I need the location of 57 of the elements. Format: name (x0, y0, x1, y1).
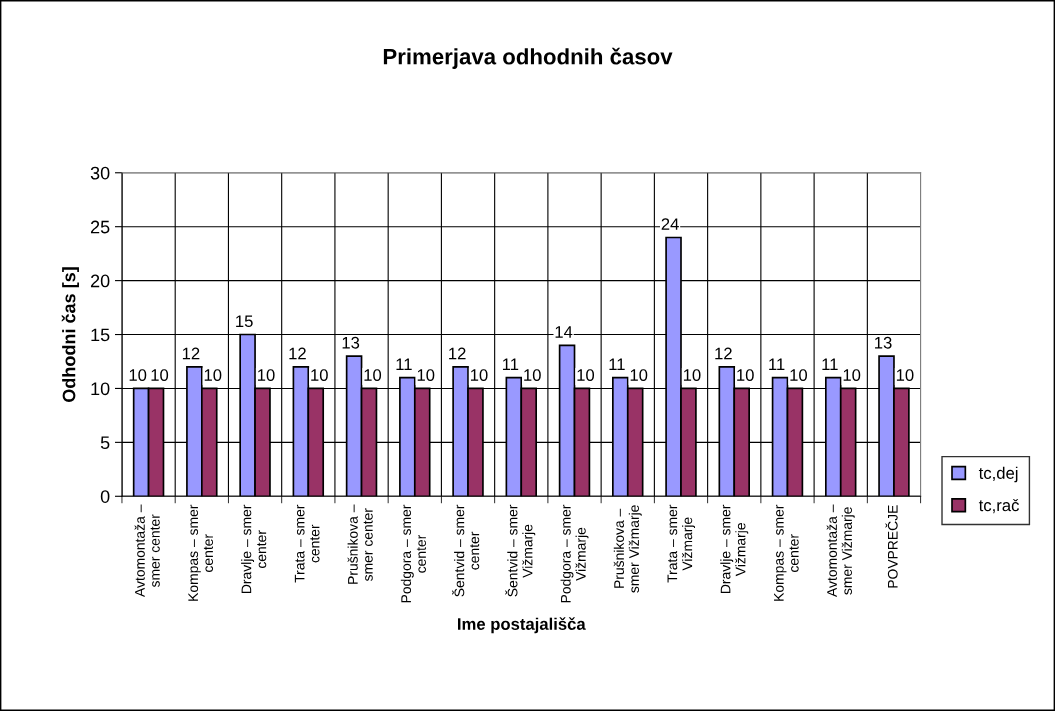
data-label: 13 (875, 336, 892, 349)
data-label: 10 (364, 369, 382, 381)
x-tick-label: POVPREČJE (885, 505, 898, 588)
data-label: 15 (236, 315, 253, 328)
x-tick-label: Trata – smer center (294, 504, 320, 583)
y-tick-label: 15 (91, 328, 110, 342)
data-label: 11 (769, 358, 785, 371)
y-tick-label: 0 (100, 490, 110, 503)
y-tick-label: 20 (90, 274, 110, 288)
data-label: 10 (896, 369, 914, 381)
data-label: 10 (417, 369, 435, 381)
data-label: 11 (396, 358, 412, 371)
x-tick-label: Avtomontaža – smer center (134, 504, 160, 597)
data-label: 14 (555, 326, 573, 338)
y-axis-title: Odhodni čas [s] (61, 267, 79, 402)
data-label: 11 (822, 358, 838, 371)
y-tick-label: 30 (90, 166, 110, 180)
x-tick-label: Podgora – smer Vižmarje (560, 504, 589, 603)
data-label: 10 (311, 369, 328, 381)
data-label: 10 (843, 369, 861, 381)
x-tick-label: Šentvid – smer Vižmarje (505, 504, 536, 597)
data-label: 10 (204, 369, 222, 381)
data-label: 12 (182, 347, 200, 360)
data-label: 24 (661, 218, 679, 230)
data-label: 12 (289, 347, 306, 360)
y-tick-label: 5 (100, 436, 110, 450)
x-tick-label: Avtomontaža – smer Vižmarje (826, 504, 855, 597)
data-label: 10 (630, 369, 648, 381)
data-label: 10 (151, 369, 169, 381)
data-label: 13 (342, 336, 360, 349)
x-tick-label: Kompas – smer center (774, 504, 799, 601)
x-tick-label: Trata – smer Vižmarje (667, 504, 695, 583)
y-tick-label: 10 (91, 382, 110, 396)
x-tick-label: Dravlje – smer center (241, 504, 267, 593)
y-tick-label: 25 (90, 220, 110, 234)
data-label: 10 (790, 369, 808, 381)
data-label: 10 (683, 369, 701, 381)
data-label: 11 (609, 358, 625, 371)
data-label: 12 (715, 347, 732, 360)
x-tick-label: Prušnikova – smer center (347, 504, 373, 584)
legend-label: tc,dej (978, 466, 1018, 483)
x-tick-label: Prušnikova – smer Vižmarje (613, 505, 642, 593)
x-tick-label: Dravlje – smer Vižmarje (720, 504, 749, 593)
x-tick-label: Podgora – smer center (400, 504, 426, 603)
x-axis-title: Ime postajališča (458, 617, 586, 634)
data-label: 12 (449, 347, 466, 360)
data-label: 11 (502, 358, 519, 371)
legend-label: tc,rač (978, 498, 1019, 514)
x-tick-label: Šentvid – smer center (452, 504, 480, 597)
data-label: 10 (257, 369, 275, 381)
data-label: 10 (577, 369, 595, 381)
data-label: 10 (737, 369, 754, 381)
x-tick-label: Kompas – smer center (188, 504, 214, 601)
chart-title: Primerjava odhodnih časov (383, 47, 673, 69)
data-label: 10 (129, 369, 147, 381)
data-label: 10 (524, 369, 541, 381)
data-label: 10 (470, 369, 488, 381)
